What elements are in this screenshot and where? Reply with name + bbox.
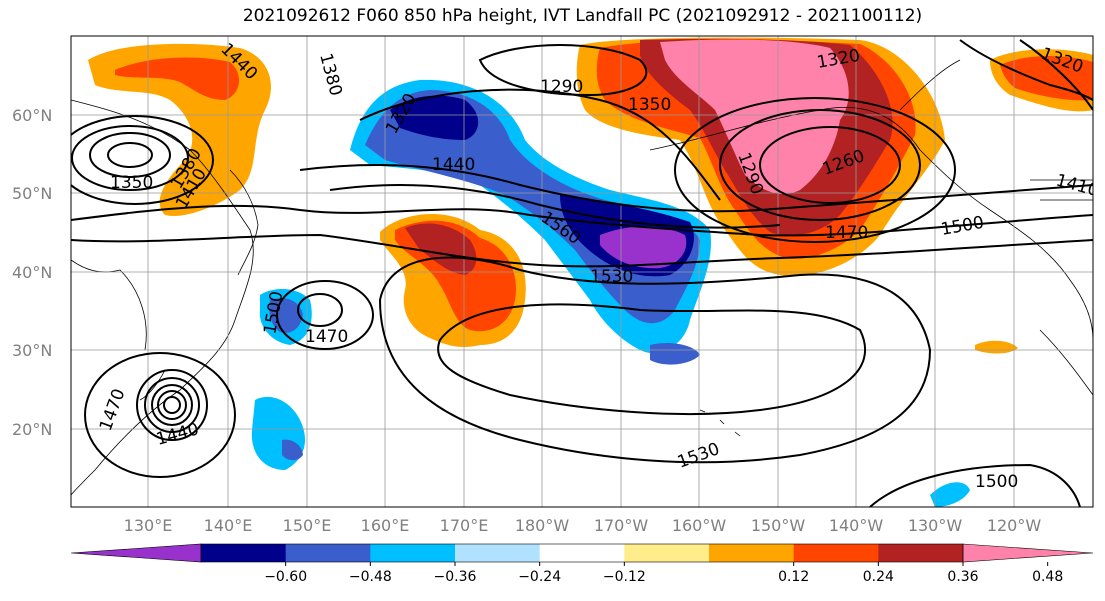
lon-label: 160°W [672, 516, 727, 535]
contour-label: 1350 [110, 173, 153, 193]
colorbar-tick-label: 0.48 [1032, 569, 1063, 585]
colorbar-swatch [455, 544, 541, 562]
colorbar-swatch [624, 544, 710, 562]
colorbar-swatch [709, 544, 795, 562]
lat-label: 30°N [12, 341, 52, 360]
colorbar-extend-low [70, 543, 202, 563]
colorbar-tick-label: 0.36 [947, 569, 978, 585]
colorbar-tick-label: −0.24 [518, 569, 561, 585]
contour-label: 1440 [432, 155, 475, 175]
colorbar-tick-label: −0.48 [349, 569, 392, 585]
latitude-labels: 60°N 50°N 40°N 30°N 20°N [12, 106, 52, 439]
contour-label: 1470 [305, 327, 348, 347]
colorbar-tick-label: −0.36 [434, 569, 477, 585]
longitude-labels: 130°E 140°E 150°E 160°E 170°E 180°W 170°… [124, 516, 1042, 535]
shade-positive-kamchatka-inner [115, 57, 240, 100]
lon-label: 130°E [124, 516, 173, 535]
contour-label: 1290 [540, 77, 583, 97]
shade-negative-sw-mid [282, 439, 303, 461]
lat-label: 20°N [12, 420, 52, 439]
shade-positive-ne-red [1000, 56, 1093, 101]
contour-label: 1530 [590, 267, 633, 287]
colorbar: −0.60 −0.48 −0.36 −0.24 −0.12 0.12 0.24 0.36 0.4… [70, 543, 1094, 585]
height-contours [71, 39, 1093, 507]
figure-title: 2021092612 F060 850 hPa height, IVT Land… [242, 6, 923, 26]
colorbar-tick-label: 0.12 [778, 569, 809, 585]
lat-label: 40°N [12, 263, 52, 282]
lon-label: 140°E [204, 516, 253, 535]
colorbar-tick-label: −0.12 [603, 569, 646, 585]
contour-label: 1500 [975, 472, 1018, 492]
lon-label: 170°W [594, 516, 649, 535]
contour-label: 1350 [628, 95, 671, 115]
shade-negative-se [930, 482, 970, 507]
lon-label: 130°W [908, 516, 963, 535]
colorbar-extend-high [962, 543, 1094, 563]
shade-negative-hawaii [650, 343, 700, 365]
contour-label: 1470 [825, 223, 868, 243]
colorbar-swatch [793, 544, 879, 562]
map-frame [70, 35, 1094, 508]
colorbar-tick-label: 0.24 [863, 569, 894, 585]
shade-negative-band-dark [390, 95, 479, 140]
colorbar-swatch [539, 544, 625, 562]
lon-label: 150°W [751, 516, 806, 535]
lat-label: 50°N [12, 184, 52, 203]
lat-label: 60°N [12, 106, 52, 125]
lon-label: 170°E [440, 516, 489, 535]
colorbar-swatch [370, 544, 456, 562]
lon-label: 140°W [829, 516, 884, 535]
shade-negative-band-purple [600, 226, 687, 269]
lon-label: 120°W [987, 516, 1042, 535]
lon-label: 160°E [361, 516, 410, 535]
colorbar-tick-label: −0.60 [264, 569, 307, 585]
shade-positive-alaska-pink [660, 39, 849, 195]
lon-label: 180°W [515, 516, 570, 535]
colorbar-swatch [285, 544, 371, 562]
colorbar-swatch [201, 544, 287, 562]
shade-positive-central-dark [405, 223, 477, 275]
colorbar-outline [200, 543, 964, 563]
colorbar-swatch [878, 544, 964, 562]
lon-label: 150°E [283, 516, 332, 535]
